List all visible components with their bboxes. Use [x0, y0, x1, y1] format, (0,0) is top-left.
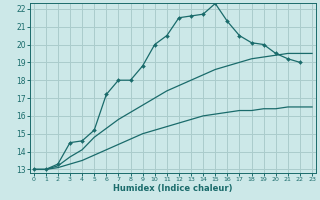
X-axis label: Humidex (Indice chaleur): Humidex (Indice chaleur) [113, 184, 233, 193]
